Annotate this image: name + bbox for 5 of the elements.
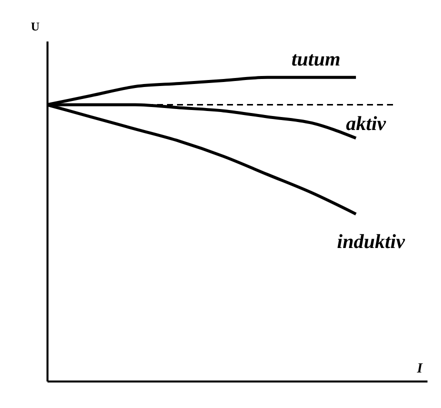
series-label: induktiv (337, 231, 406, 254)
series-label: aktiv (346, 113, 388, 136)
x-axis-title: I (416, 362, 424, 376)
y-axis-title: U (30, 20, 40, 34)
series-label: tutum (291, 48, 340, 70)
